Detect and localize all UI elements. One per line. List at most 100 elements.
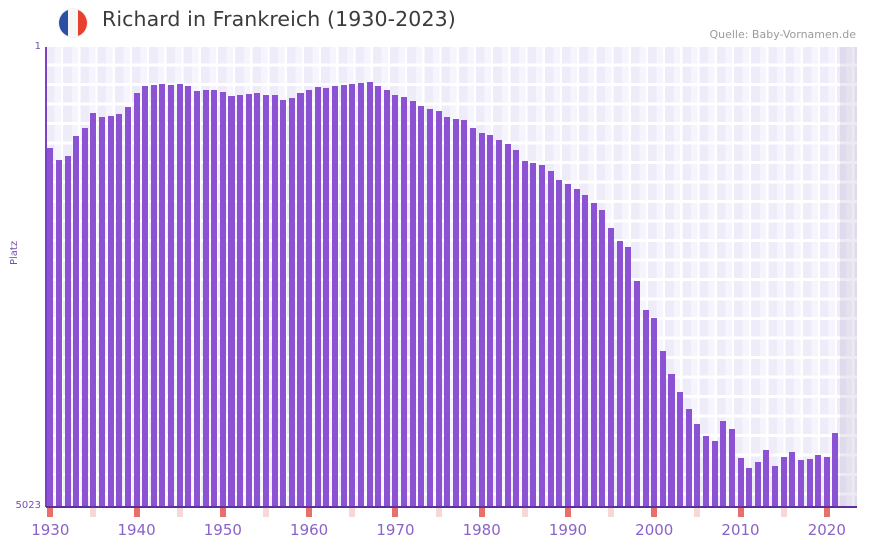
bar-1946 [185,86,192,507]
bar-2015 [780,457,787,507]
bar-2004 [685,408,692,507]
bar-1968 [375,86,382,507]
bar-series [46,47,857,507]
bar-1934 [81,127,88,507]
bar-1931 [55,159,62,507]
bar-1985 [521,160,528,507]
tick-marker-1935 [90,508,97,517]
x-axis-label-2020: 2020 [807,521,846,539]
bar-2002 [668,373,675,507]
bar-1962 [323,88,330,507]
bar-1957 [280,100,287,507]
bar-1990 [564,184,571,507]
bar-2010 [737,458,744,507]
bar-1930 [47,147,54,507]
bar-2011 [746,468,753,507]
bar-2017 [797,460,804,507]
tick-marker-1945 [176,508,183,517]
bar-1976 [444,116,451,507]
tick-marker-2015 [780,508,787,517]
flag-stripe-red [77,9,87,37]
bar-2016 [789,451,796,507]
bar-1959 [297,92,304,507]
bar-2013 [763,449,770,507]
bar-2012 [754,461,761,507]
tick-marker-2010 [737,508,744,517]
y-axis-label-top: 1 [34,41,41,52]
bar-1974 [426,109,433,507]
bar-2001 [659,351,666,507]
bar-1980 [478,133,485,507]
bar-1954 [254,92,261,507]
x-axis-label-1930: 1930 [31,521,70,539]
bar-1936 [99,116,106,507]
bar-1960 [306,89,313,507]
bar-1958 [288,98,295,507]
bar-1993 [590,202,597,507]
bar-2009 [728,428,735,507]
bar-1981 [487,134,494,507]
bar-1992 [582,195,589,507]
tick-marker-1995 [608,508,615,517]
bar-2003 [677,392,684,507]
bar-1998 [633,281,640,507]
no-data-region-overlay [839,47,857,507]
x-axis-label-2000: 2000 [635,521,674,539]
bar-1947 [193,90,200,507]
x-axis-label-1960: 1960 [290,521,329,539]
bar-1939 [124,107,131,507]
tick-marker-2020 [823,508,830,517]
bar-1999 [642,309,649,507]
bar-1988 [547,170,554,507]
bar-1956 [271,95,278,507]
tick-marker-1940 [133,508,140,517]
x-axis-label-1950: 1950 [203,521,242,539]
bar-1951 [228,96,235,507]
bar-1940 [133,92,140,507]
bar-1948 [202,89,209,507]
bar-1941 [142,86,149,507]
plot-area [46,47,857,507]
tick-marker-2005 [694,508,701,517]
bar-1935 [90,112,97,507]
bar-2007 [711,440,718,507]
bar-1961 [314,87,321,507]
bar-2006 [702,436,710,507]
france-flag-icon [59,9,87,37]
x-axis-label-1940: 1940 [117,521,156,539]
bar-2020 [823,457,830,507]
bar-1983 [504,144,511,507]
bar-1996 [616,241,623,507]
bar-1938 [116,113,123,507]
tick-marker-1985 [521,508,528,517]
bar-1950 [219,91,226,507]
tick-marker-1955 [262,508,270,517]
bar-2005 [694,424,701,507]
bar-1955 [262,94,270,507]
bar-2014 [772,465,779,507]
bar-2008 [720,420,727,507]
tick-marker-1980 [478,508,485,517]
chart-header: Richard in Frankreich (1930-2023) Quelle… [0,0,873,45]
x-axis-label-2010: 2010 [721,521,760,539]
bar-1963 [332,86,339,507]
bar-1937 [107,115,114,507]
bar-1995 [608,228,615,507]
bar-1967 [366,81,373,507]
chart-title: Richard in Frankreich (1930-2023) [102,7,456,31]
x-axis-label-1970: 1970 [376,521,415,539]
bar-1997 [625,246,632,507]
tick-marker-1975 [435,508,442,517]
x-axis-line [46,506,857,508]
x-axis-tick-markers [46,508,857,517]
y-axis-label-bottom: 5023 [15,500,41,511]
bar-1979 [470,127,477,507]
bar-1987 [539,165,546,507]
bar-1942 [150,85,157,507]
bar-1982 [495,140,502,507]
bar-1984 [513,150,520,507]
bar-1933 [73,135,80,507]
bar-1952 [237,94,244,507]
tick-marker-1930 [47,508,54,517]
bar-1978 [461,120,468,507]
